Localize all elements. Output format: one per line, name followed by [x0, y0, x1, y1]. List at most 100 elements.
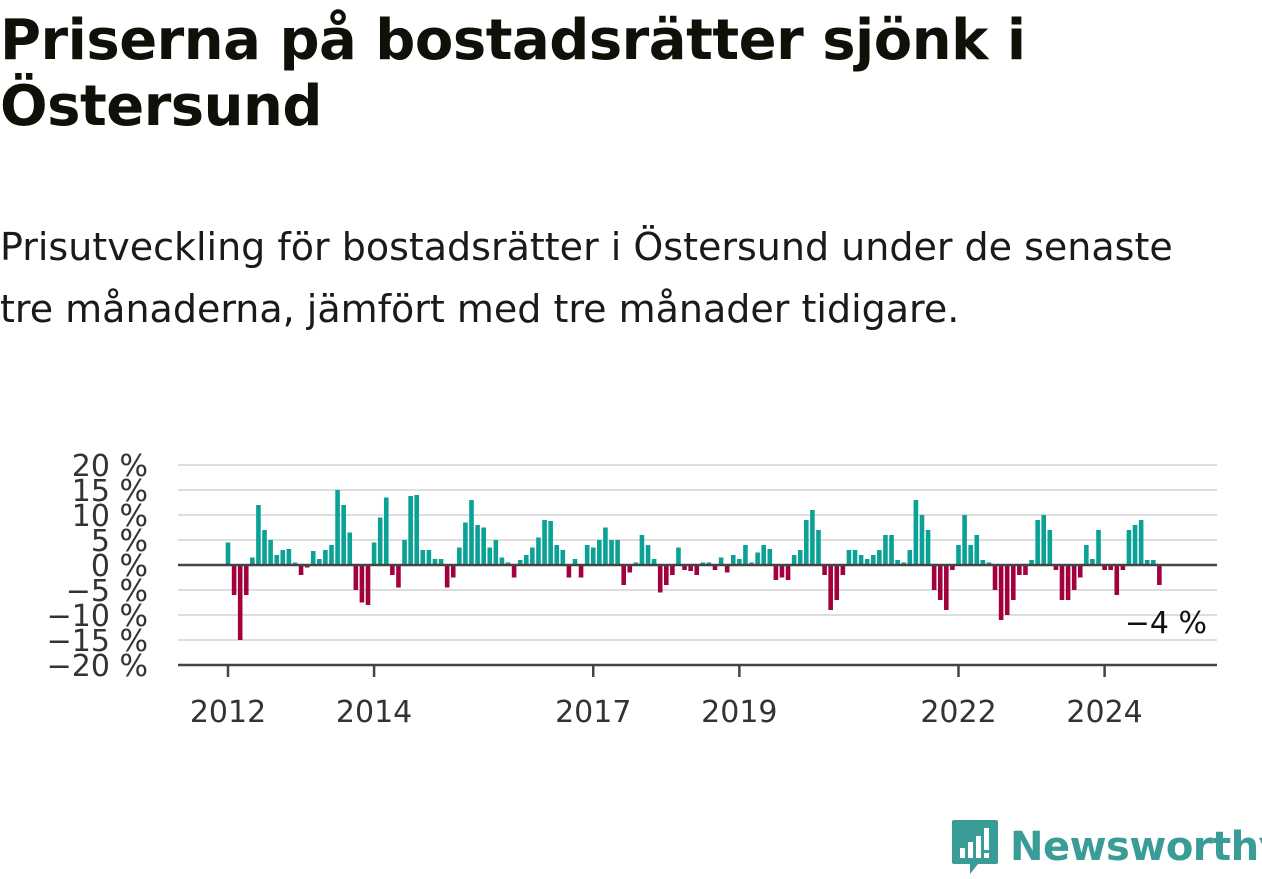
bar — [1120, 565, 1126, 570]
bar — [1029, 560, 1034, 565]
bar — [621, 565, 626, 585]
bar — [870, 555, 876, 565]
bar — [816, 530, 821, 565]
y-axis-ticks: −20 %−15 %−10 %−5 %0 %5 %10 %15 %20 % — [47, 449, 148, 684]
bar — [1035, 520, 1040, 565]
bar — [572, 559, 578, 565]
bar — [396, 565, 401, 588]
bar — [523, 555, 529, 565]
bar — [225, 542, 231, 565]
bar — [1004, 565, 1010, 615]
bar — [560, 550, 566, 565]
bar — [1102, 565, 1107, 570]
bar — [895, 560, 900, 565]
bar — [371, 542, 377, 565]
bar — [1059, 565, 1065, 600]
newsworthy-icon — [952, 820, 998, 874]
bar — [487, 547, 493, 565]
bar — [804, 520, 809, 565]
bar — [877, 550, 882, 565]
bar — [383, 497, 389, 565]
bar — [530, 547, 535, 565]
bar — [1090, 559, 1095, 565]
bar — [536, 537, 541, 565]
bar — [1096, 530, 1101, 565]
bar — [840, 565, 846, 575]
bar — [603, 527, 608, 565]
bar — [846, 550, 852, 565]
bar — [785, 565, 791, 580]
bar — [651, 559, 657, 565]
bar — [274, 555, 279, 565]
x-tick-label: 2017 — [555, 695, 631, 730]
x-tick-label: 2019 — [701, 695, 777, 730]
bar — [1138, 520, 1144, 565]
y-tick-label: 5 % — [91, 524, 148, 559]
bar — [743, 545, 748, 565]
bar — [755, 552, 760, 565]
bar — [280, 550, 286, 565]
y-tick-label: −5 % — [66, 574, 148, 609]
bar — [329, 545, 334, 565]
bar — [639, 535, 645, 565]
bar — [237, 565, 243, 640]
bars — [225, 490, 1162, 640]
bar — [1151, 560, 1156, 565]
bar — [779, 565, 785, 578]
bar — [913, 500, 919, 565]
bar — [688, 565, 693, 571]
bar — [426, 550, 432, 565]
y-tick-label: 15 % — [72, 474, 148, 509]
bar — [810, 510, 815, 565]
bar — [676, 547, 681, 565]
bar — [730, 555, 736, 565]
bar — [615, 540, 620, 565]
bar — [1010, 565, 1016, 600]
bar — [420, 550, 426, 565]
bar — [1157, 565, 1162, 585]
bar — [457, 547, 462, 565]
bar — [797, 550, 803, 565]
bar — [950, 565, 955, 570]
bar — [627, 565, 633, 573]
bar — [578, 565, 584, 578]
bar — [463, 522, 468, 565]
bar — [919, 515, 925, 565]
bar — [925, 530, 931, 565]
x-tick-label: 2014 — [336, 695, 412, 730]
bar — [262, 530, 267, 565]
bar — [1144, 560, 1150, 565]
bar — [773, 565, 779, 580]
bar — [974, 535, 980, 565]
bar — [1114, 565, 1120, 595]
bar — [962, 515, 967, 565]
page-subtitle: Prisutveckling för bostadsrätter i Öster… — [0, 225, 1173, 331]
bar — [402, 540, 407, 565]
bar — [852, 550, 858, 565]
bar — [365, 565, 371, 605]
bar — [432, 559, 438, 565]
bar — [828, 565, 833, 610]
bar — [889, 535, 894, 565]
bar — [1077, 565, 1083, 578]
bar — [243, 565, 249, 595]
bar — [767, 549, 773, 565]
bar — [584, 545, 590, 565]
bar — [1023, 565, 1028, 575]
bar — [548, 521, 553, 565]
bar — [286, 549, 292, 565]
bar — [554, 545, 560, 565]
bar — [597, 540, 602, 565]
bar — [341, 505, 346, 565]
x-axis-ticks: 2012 2014 2017 2019 2022 2024 — [190, 665, 1143, 730]
bar — [469, 500, 474, 565]
bar — [511, 565, 517, 578]
bar — [408, 496, 413, 565]
last-value-annotation: −4 % — [1125, 606, 1207, 641]
bar — [931, 565, 937, 590]
bar — [694, 565, 700, 575]
bar — [670, 565, 675, 575]
grid-lines — [178, 464, 1217, 641]
bar — [737, 559, 742, 565]
bar — [761, 545, 766, 565]
